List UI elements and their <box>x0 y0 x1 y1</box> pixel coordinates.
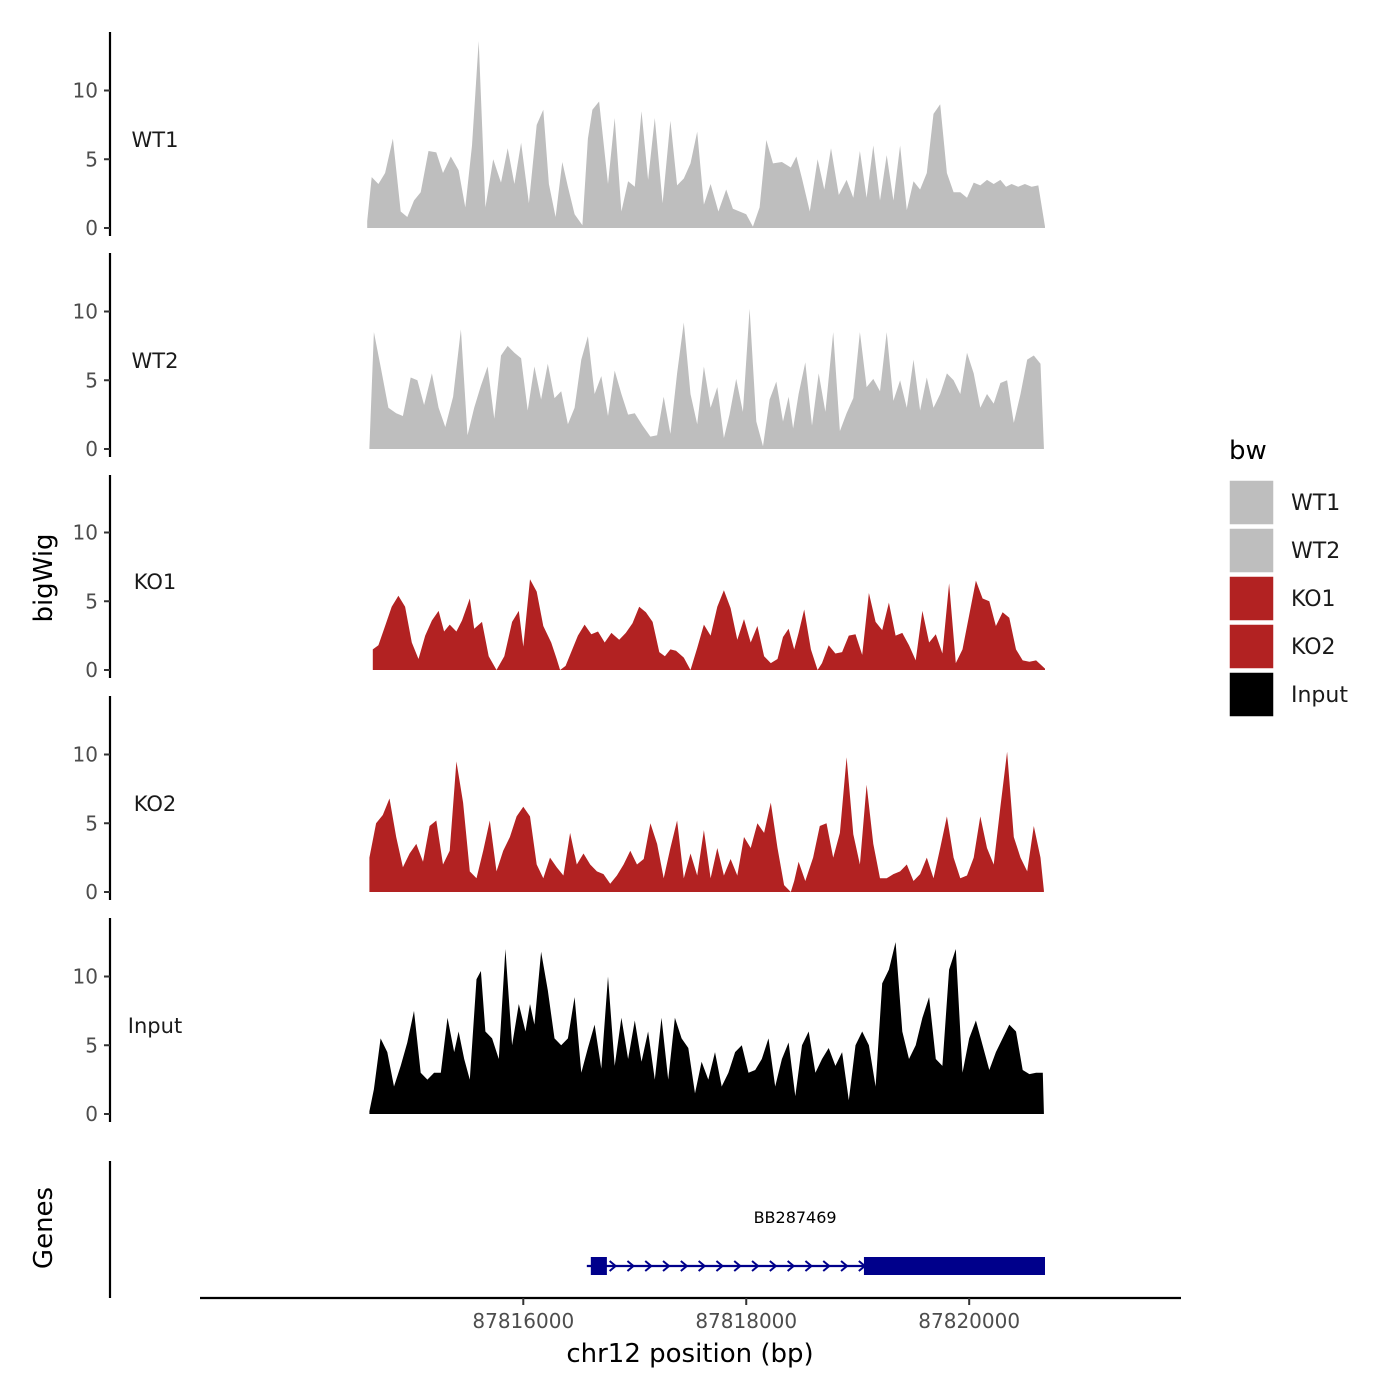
y-tick-label: 5 <box>85 589 98 613</box>
legend-swatch <box>1228 479 1275 526</box>
strand-arrow <box>769 1260 778 1272</box>
track-label: WT2 <box>132 349 179 373</box>
legend-swatch <box>1228 575 1275 622</box>
y-tick-label: 5 <box>85 1033 98 1057</box>
track-label: WT1 <box>132 128 179 152</box>
legend-entries: WT1 WT2 KO1 KO2 Input <box>1228 479 1348 718</box>
strand-arrow <box>680 1260 689 1272</box>
y-tick-label: 10 <box>73 79 98 103</box>
legend-label: KO2 <box>1291 635 1336 660</box>
strand-arrow <box>715 1260 724 1272</box>
x-tick-label: 87820000 <box>918 1309 1020 1333</box>
legend-swatch <box>1228 623 1275 670</box>
legend: bw WT1 WT2 KO1 KO2 Input <box>1228 436 1348 718</box>
tracks-layer: 0 5 10 WT1 0 5 10 WT2 0 5 10 KO1 0 5 10 KO2 0 5 10 Input <box>73 32 1045 1126</box>
y-tick-label: 10 <box>73 521 98 545</box>
legend-item-input: Input <box>1228 671 1348 718</box>
y-axis-title: bigWig <box>29 533 59 622</box>
x-axis: 87816000 87818000 87820000 <box>200 1296 1181 1333</box>
x-axis-title: chr12 position (bp) <box>566 1339 813 1369</box>
legend-label: WT1 <box>1291 491 1340 516</box>
strand-arrow <box>822 1260 831 1272</box>
legend-item-ko2: KO2 <box>1228 623 1336 670</box>
area-input <box>369 942 1044 1114</box>
track-wt1: 0 5 10 WT1 <box>73 32 1045 240</box>
track-label: KO1 <box>134 570 177 594</box>
strand-arrow <box>662 1260 671 1272</box>
y-tick-label: 5 <box>85 147 98 171</box>
y-tick-label: 10 <box>73 743 98 767</box>
gene-name-label: BB287469 <box>754 1208 837 1227</box>
area-ko1 <box>372 579 1045 670</box>
area-ko2 <box>369 751 1044 892</box>
area-wt2 <box>369 308 1044 449</box>
y-tick-label: 5 <box>85 368 98 392</box>
y-tick-label: 10 <box>73 965 98 989</box>
strand-arrow <box>804 1260 813 1272</box>
strand-arrow <box>697 1260 707 1272</box>
gene-exon <box>863 1257 1045 1275</box>
legend-item-wt2: WT2 <box>1228 527 1340 574</box>
area-wt1 <box>367 41 1045 228</box>
strand-arrow <box>644 1260 653 1272</box>
y-tick-label: 5 <box>85 811 98 835</box>
y-tick-label: 0 <box>85 658 98 682</box>
legend-label: Input <box>1291 683 1348 708</box>
y-tick-label: 0 <box>85 1102 98 1126</box>
track-wt2: 0 5 10 WT2 <box>73 253 1044 461</box>
strand-arrow <box>733 1260 742 1272</box>
track-ko2: 0 5 10 KO2 <box>73 696 1044 904</box>
x-tick-label: 87816000 <box>472 1309 574 1333</box>
y-tick-label: 0 <box>85 437 98 461</box>
track-label: Input <box>128 1014 182 1038</box>
track-ko1: 0 5 10 KO1 <box>73 475 1045 682</box>
strand-arrow <box>786 1260 796 1272</box>
legend-title: bw <box>1229 436 1267 466</box>
genes-track: BB287469 <box>108 1161 1045 1298</box>
y-tick-label: 0 <box>85 216 98 240</box>
legend-swatch <box>1228 527 1275 574</box>
genes-axis-title: Genes <box>29 1187 59 1269</box>
strand-arrow <box>626 1260 635 1272</box>
y-tick-label: 0 <box>85 880 98 904</box>
strand-arrow <box>608 1260 618 1272</box>
y-tick-label: 10 <box>73 300 98 324</box>
track-label: KO2 <box>134 792 177 816</box>
legend-item-wt1: WT1 <box>1228 479 1340 526</box>
legend-label: WT2 <box>1291 539 1340 564</box>
strand-arrow <box>751 1260 760 1272</box>
track-input: 0 5 10 Input <box>73 918 1044 1126</box>
legend-label: KO1 <box>1291 587 1336 612</box>
legend-swatch <box>1228 671 1275 718</box>
x-tick-label: 87818000 <box>695 1309 797 1333</box>
strand-arrow <box>840 1260 849 1272</box>
legend-item-ko1: KO1 <box>1228 575 1336 622</box>
gene-exon <box>590 1257 607 1275</box>
